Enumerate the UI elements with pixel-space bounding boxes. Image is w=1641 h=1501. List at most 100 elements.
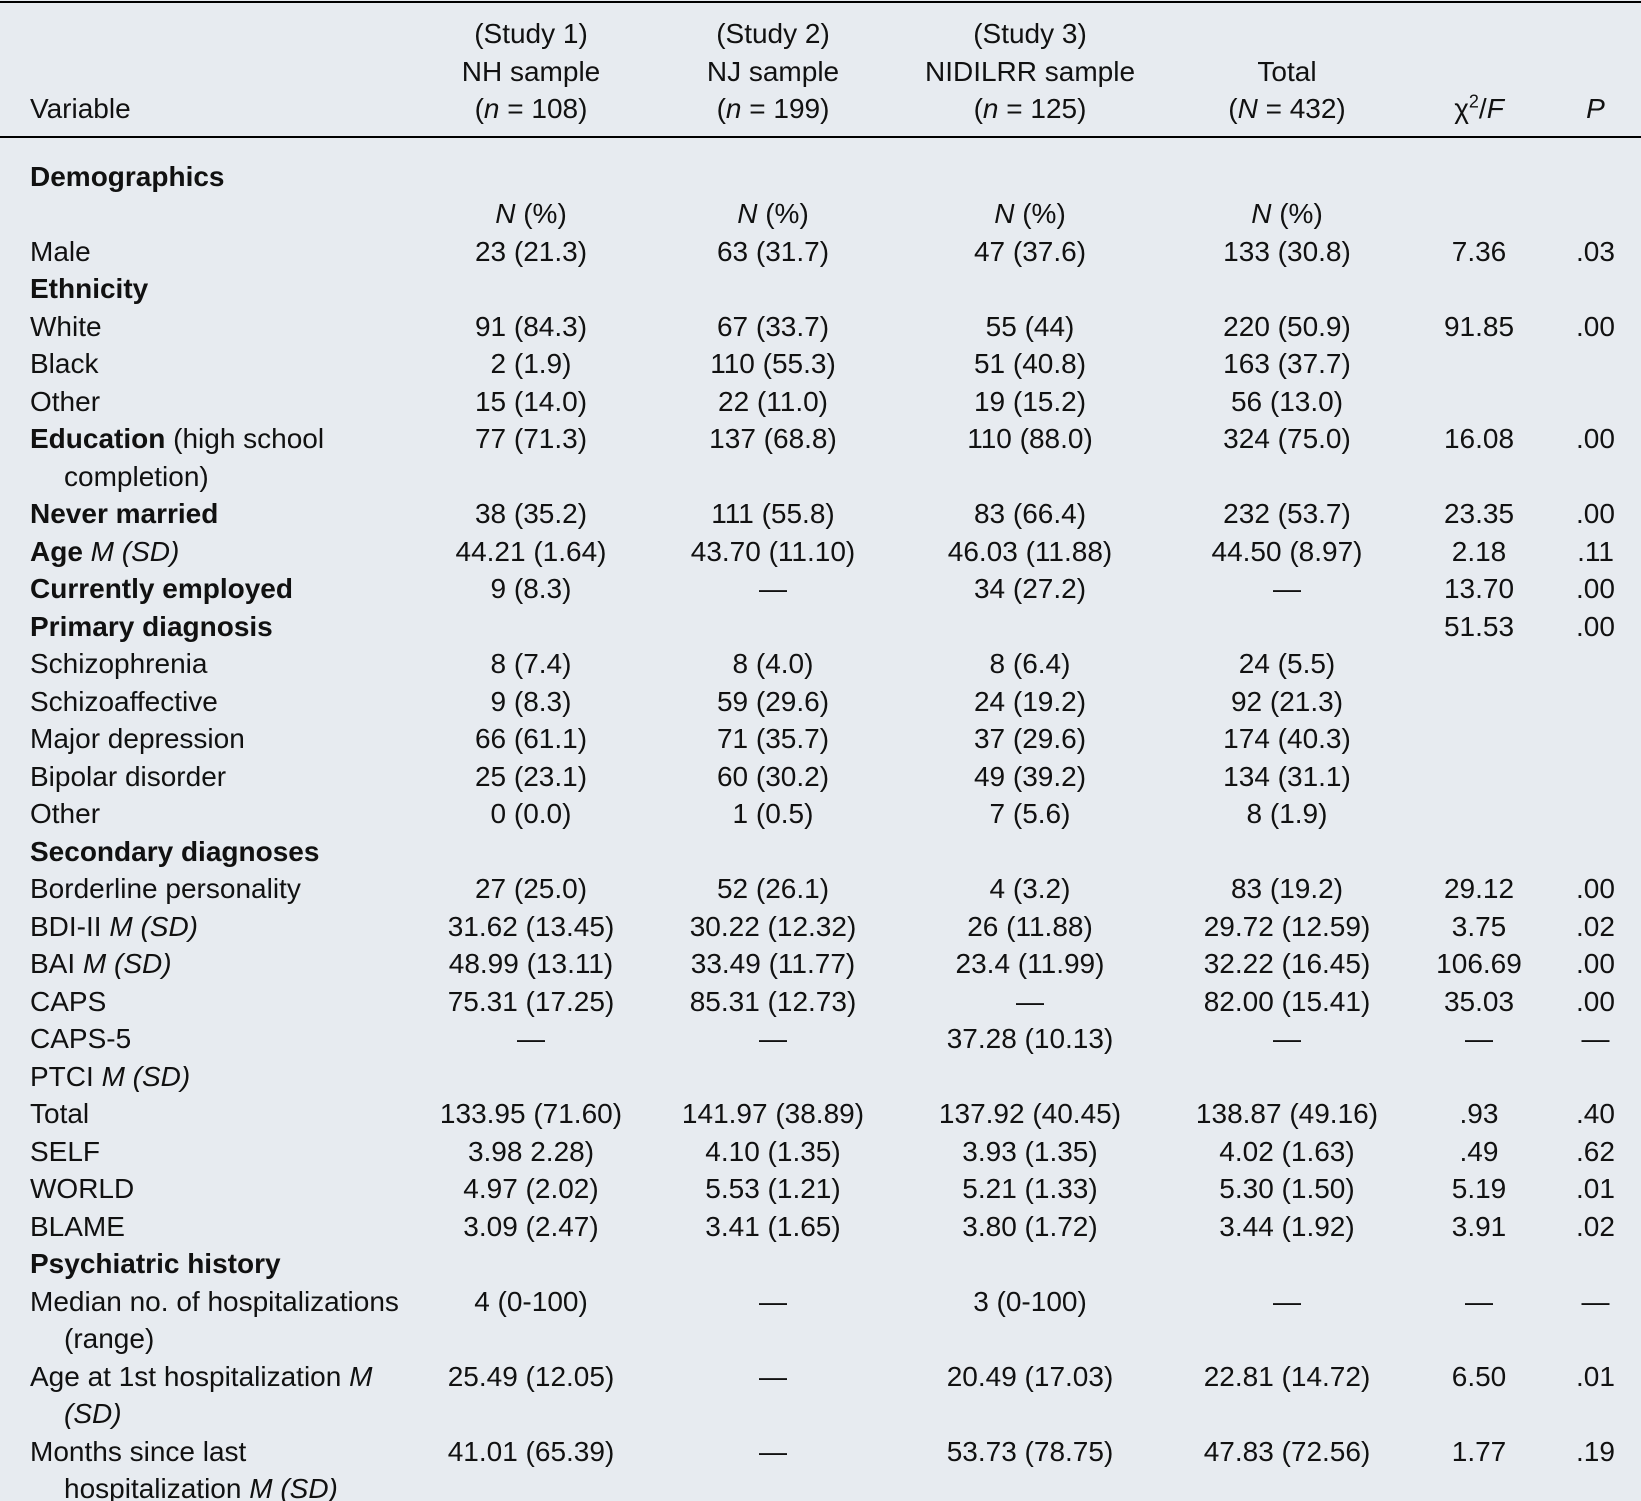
table-cell: 5.19: [1451, 1173, 1507, 1204]
table-cell: 46.03 (11.88): [947, 535, 1113, 567]
table-cell: 71 (35.7): [716, 723, 830, 754]
table-row: Months since last hospitalization M (SD)…: [0, 1433, 1641, 1501]
table-cell: 48.99 (13.11): [448, 948, 614, 979]
row-label: WORLD: [0, 1170, 410, 1208]
table-cell: 26 (11.88): [967, 910, 1093, 942]
table-cell: [1408, 270, 1550, 308]
text-segment: Median no. of hospitalizations (range): [30, 1285, 399, 1355]
table-cell: [894, 608, 1166, 646]
table-cell: —: [1273, 1023, 1301, 1054]
table-cell: 1.77: [1451, 1435, 1507, 1467]
table-row: Primary diagnosis 51.53 .00: [0, 608, 1641, 646]
table-cell: 51.53: [1443, 610, 1515, 642]
table-cell: 23.4 (11.99): [955, 948, 1105, 979]
header-line: NIDILRR sample: [894, 53, 1166, 91]
text-segment: Never married: [30, 498, 219, 529]
table-cell: 66 (61.1): [474, 723, 588, 754]
table-cell: .11: [1577, 535, 1614, 567]
table-cell: .00: [1576, 423, 1615, 454]
table-row: Median no. of hospitalizations (range) 4 …: [0, 1283, 1641, 1358]
table-cell: 43.70 (11.10): [690, 535, 856, 567]
row-label: Other: [0, 795, 410, 833]
table-cell: 3.41 (1.65): [705, 1210, 841, 1242]
table-cell: [1408, 383, 1550, 421]
text-segment: (Study 2): [716, 18, 830, 49]
text-segment: /: [1478, 93, 1487, 124]
table-cell: 19 (15.2): [973, 385, 1087, 417]
text-segment: Schizoaffective: [30, 685, 218, 717]
table-cell: 3.91: [1451, 1210, 1507, 1242]
text-segment: (%): [1271, 198, 1323, 229]
text-segment: M (SD): [249, 1473, 338, 1501]
table-cell: 85.31 (12.73): [689, 985, 857, 1017]
table-row: Total 133.95 (71.60) 141.97 (38.89) 137.92 …: [0, 1095, 1641, 1133]
table-cell: 60 (30.2): [716, 760, 830, 792]
table-cell: 13.70: [1443, 573, 1515, 604]
text-segment: (high school completion): [64, 423, 325, 492]
text-segment: χ: [1454, 93, 1469, 124]
table-cell: .40: [1576, 1098, 1615, 1129]
table-cell: —: [759, 1435, 787, 1467]
text-segment: Demographics: [30, 160, 225, 192]
row-label: Secondary diagnoses: [0, 833, 410, 871]
table-cell: N (%): [652, 195, 894, 233]
table-cell: 82.00 (15.41): [1203, 985, 1371, 1017]
header-line: (Study 3): [894, 15, 1166, 53]
text-segment: BAI: [30, 948, 83, 979]
table-cell: 38 (35.2): [474, 498, 588, 529]
row-label: Never married: [0, 495, 410, 533]
table-cell: 51 (40.8): [973, 348, 1087, 379]
table-cell: 47.83 (72.56): [1203, 1435, 1371, 1467]
row-label: Male: [0, 233, 410, 271]
row-label: Total: [0, 1095, 410, 1133]
table-cell: 5.30 (1.50): [1219, 1173, 1355, 1204]
table-cell: 3.80 (1.72): [962, 1210, 1098, 1242]
table-cell: 5.21 (1.33): [962, 1173, 1098, 1204]
column-header: (Study 3) NIDILRR sample (n = 125): [894, 2, 1166, 137]
table-cell: .19: [1576, 1435, 1615, 1467]
table-cell: [652, 270, 894, 308]
text-segment: NH sample: [461, 55, 601, 87]
table-cell: [1550, 645, 1641, 683]
table-cell: 232 (53.7): [1223, 498, 1351, 529]
text-segment: Secondary diagnoses: [30, 835, 320, 867]
table-cell: .00: [1576, 498, 1615, 529]
table-cell: 67 (33.7): [716, 310, 830, 342]
table-row: Borderline personality 27 (25.0) 52 (26.1)…: [0, 870, 1641, 908]
row-label: [0, 195, 410, 233]
text-segment: N: [737, 198, 758, 229]
table-cell: [1408, 195, 1550, 233]
header-line: P: [1550, 90, 1641, 128]
table-cell: 141.97 (38.89): [681, 1098, 865, 1129]
text-segment: Currently employed: [30, 573, 293, 604]
text-segment: (Study 3): [973, 18, 1087, 49]
text-segment: WORLD: [30, 1173, 135, 1204]
text-segment: M (SD): [82, 535, 180, 567]
table-cell: 163 (37.7): [1223, 348, 1351, 379]
table-cell: [1550, 1245, 1641, 1283]
table-cell: 5.53 (1.21): [705, 1173, 841, 1204]
table-cell: [1408, 645, 1550, 683]
row-label: PTCI M (SD): [0, 1058, 410, 1096]
text-segment: BDI-II: [30, 910, 110, 942]
table-cell: 53.73 (78.75): [946, 1435, 1114, 1467]
table-cell: [894, 158, 1166, 196]
table-cell: [1550, 383, 1641, 421]
text-segment: n: [725, 93, 742, 124]
table-cell: 3.09 (2.47): [463, 1210, 599, 1242]
table-cell: 91 (84.3): [474, 310, 588, 342]
table-row: Age M (SD) 44.21 (1.64) 43.70 (11.10) 46.03…: [0, 533, 1641, 571]
text-segment: Total: [30, 1098, 90, 1129]
table-cell: [1166, 1245, 1408, 1283]
text-segment: N: [1237, 93, 1258, 124]
text-segment: Schizophrenia: [30, 648, 208, 679]
table-cell: 92 (21.3): [1230, 685, 1344, 717]
table-cell: [1166, 1058, 1408, 1096]
table-cell: 137 (68.8): [709, 423, 837, 454]
text-segment: P: [1586, 93, 1605, 124]
text-segment: Other: [30, 798, 101, 829]
table-cell: [1550, 833, 1641, 871]
table-cell: 31.62 (13.45): [447, 910, 615, 942]
table-cell: 4 (3.2): [989, 873, 1071, 904]
